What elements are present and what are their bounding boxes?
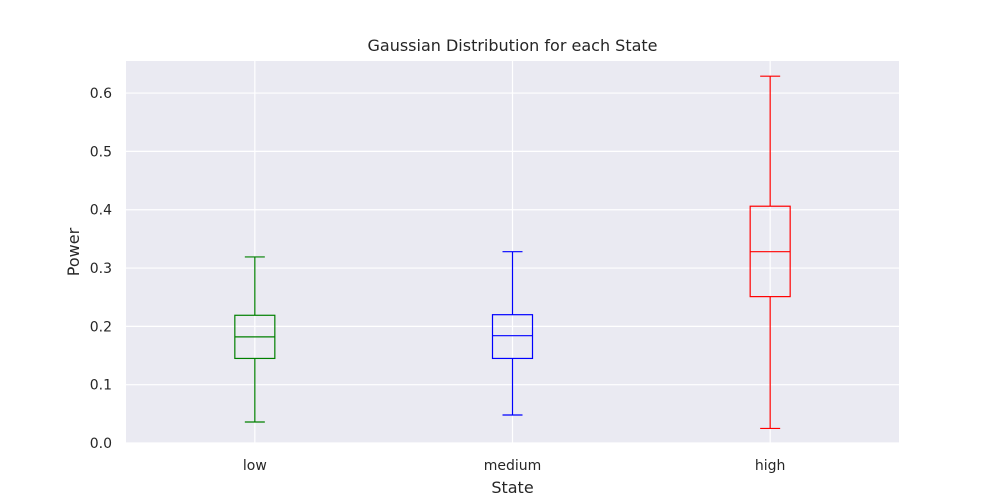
- y-tick-label: 0.4: [90, 203, 112, 219]
- x-tick-label: medium: [484, 458, 542, 474]
- box-layer: [234, 75, 791, 430]
- iqr-box: [491, 314, 534, 360]
- box-high: [749, 75, 791, 430]
- chart-title: Gaussian Distribution for each State: [367, 36, 657, 55]
- y-tick-label: 0.3: [90, 261, 112, 277]
- y-tick-label: 0.1: [90, 378, 112, 394]
- tick-layer: 0.0 0.1 0.2 0.3 0.4 0.5 0.6 low medium high: [90, 86, 786, 474]
- box-low: [234, 256, 276, 423]
- y-tick-label: 0.0: [90, 436, 112, 452]
- box-medium: [491, 251, 534, 416]
- x-tick-label: low: [243, 458, 267, 474]
- y-tick-label: 0.6: [90, 86, 112, 102]
- x-axis-label: State: [491, 478, 533, 497]
- y-tick-label: 0.5: [90, 144, 112, 160]
- x-tick-label: high: [755, 458, 786, 474]
- y-tick-label: 0.2: [90, 319, 112, 335]
- y-axis-label: Power: [64, 227, 83, 276]
